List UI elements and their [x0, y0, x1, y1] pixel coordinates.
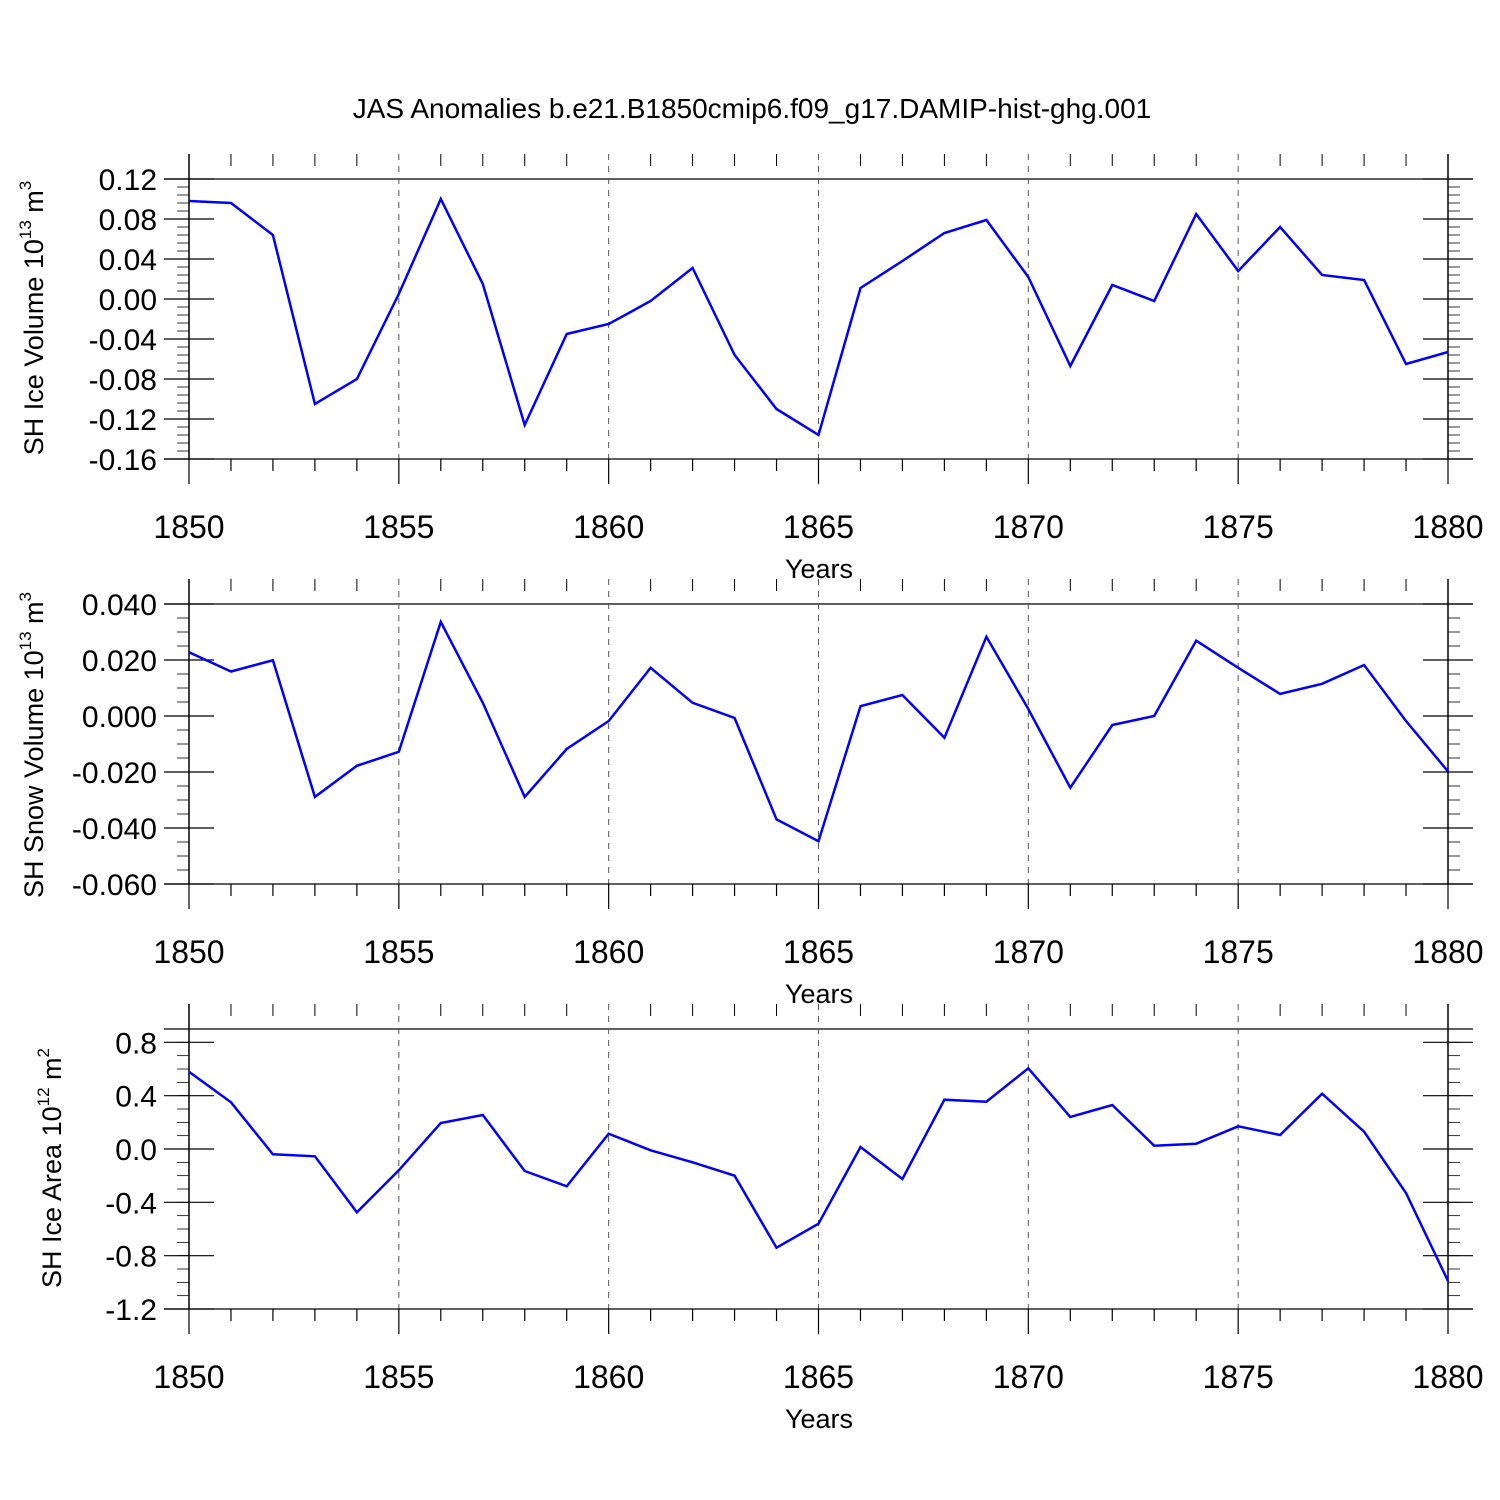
x-tick-label: 1880	[1412, 509, 1483, 545]
series-line	[188, 196, 1449, 437]
x-tick-label: 1865	[783, 934, 854, 970]
x-tick-label: 1850	[153, 934, 224, 970]
y-axis-label: SH Ice Area 1012 m2	[34, 1048, 67, 1288]
x-tick-label: 1865	[783, 1359, 854, 1395]
x-tick-label: 1875	[1203, 509, 1274, 545]
series-line	[188, 618, 1449, 844]
x-tick-label: 1870	[993, 1359, 1064, 1395]
x-axis-label: Years	[785, 1404, 853, 1434]
y-tick-label: 0.040	[82, 589, 157, 622]
y-axis-label: SH Ice Volume 1013 m3	[16, 181, 49, 456]
y-tick-label: 0.04	[99, 244, 157, 277]
panels: 0.12 0.08 0.04 0.00 -0.04 -0.08 -0.12 -0.16 1850…	[16, 154, 1484, 1434]
x-tick-label: 1855	[363, 509, 434, 545]
y-tick-label: 0.00	[99, 284, 157, 317]
y-tick-label: 0.08	[99, 204, 157, 237]
y-tick-label: 0.020	[82, 645, 157, 678]
y-tick-label: -1.2	[105, 1294, 157, 1327]
y-tick-label: -0.12	[89, 404, 157, 437]
chart-title: JAS Anomalies b.e21.B1850cmip6.f09_g17.D…	[353, 93, 1151, 124]
x-tick-label: 1860	[573, 934, 644, 970]
x-tick-label: 1855	[363, 934, 434, 970]
chart-panel-2: 0.040 0.020 0.000 -0.020 -0.040 -0.060 1850 185…	[16, 579, 1484, 1009]
y-tick-label: -0.040	[72, 813, 157, 846]
y-tick-label: 0.12	[99, 164, 157, 197]
x-tick-label: 1880	[1412, 1359, 1483, 1395]
x-tick-label: 1860	[573, 1359, 644, 1395]
y-axis-label: SH Snow Volume 1013 m3	[16, 592, 49, 898]
y-tick-label: -0.16	[89, 444, 157, 477]
x-tick-label: 1860	[573, 509, 644, 545]
x-tick-label: 1850	[153, 509, 224, 545]
y-tick-label: -0.4	[105, 1187, 157, 1220]
x-tick-label: 1870	[993, 934, 1064, 970]
x-tick-label: 1870	[993, 509, 1064, 545]
x-tick-label: 1875	[1203, 934, 1274, 970]
y-tick-label: -0.04	[89, 324, 157, 357]
y-tick-label: -0.020	[72, 757, 157, 790]
y-tick-label: 0.0	[115, 1134, 157, 1167]
x-tick-label: 1865	[783, 509, 854, 545]
chart-panel-1: 0.12 0.08 0.04 0.00 -0.04 -0.08 -0.12 -0.16 1850…	[16, 154, 1484, 584]
y-tick-label: -0.8	[105, 1241, 157, 1274]
y-tick-label: 0.000	[82, 701, 157, 734]
y-tick-label: 0.8	[115, 1027, 157, 1060]
x-tick-label: 1880	[1412, 934, 1483, 970]
y-tick-label: -0.08	[89, 364, 157, 397]
y-tick-label: -0.060	[72, 869, 157, 902]
y-tick-label: 0.4	[115, 1081, 157, 1114]
chart-panel-3: 0.8 0.4 0.0 -0.4 -0.8 -1.2 1850 1855 1860 1865 187…	[34, 1004, 1484, 1434]
series-line	[188, 1066, 1450, 1282]
x-tick-label: 1855	[363, 1359, 434, 1395]
x-tick-label: 1875	[1203, 1359, 1274, 1395]
x-tick-label: 1850	[153, 1359, 224, 1395]
